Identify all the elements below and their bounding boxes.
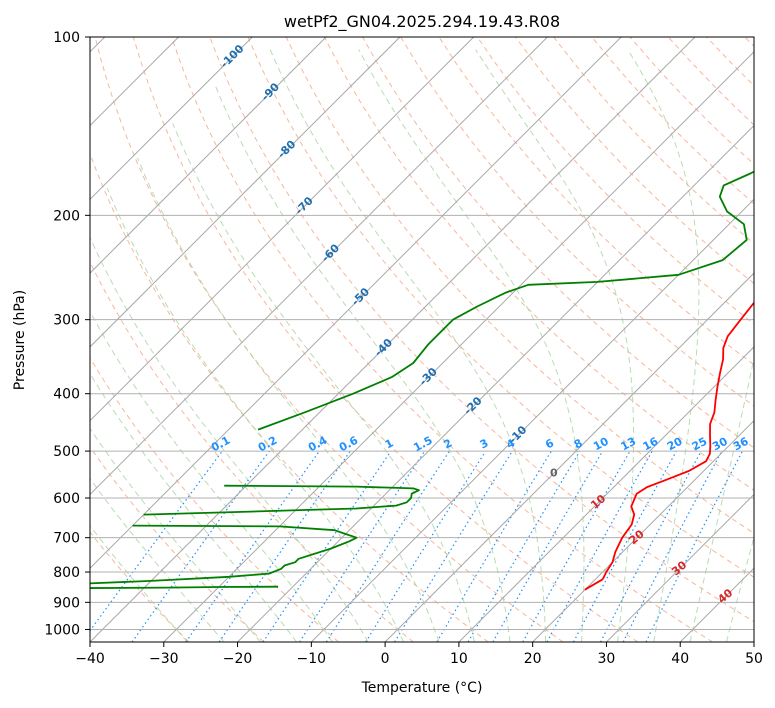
mixing-ratio-label: 13	[619, 435, 639, 454]
plot-background	[90, 37, 754, 642]
dry-adiabat-line	[515, 37, 754, 285]
mixing-ratio-line	[262, 450, 392, 642]
moist-adiabat-line	[90, 427, 261, 642]
isotherm-line	[237, 124, 754, 642]
mixing-ratio-line	[218, 450, 351, 642]
y-tick-label: 600	[53, 491, 80, 507]
profile-line	[257, 170, 754, 431]
y-axis-label: Pressure (hPa)	[12, 290, 28, 390]
mixing-ratio-lines	[90, 450, 744, 642]
y-tick-label: 1000	[44, 622, 80, 638]
isotherm-line	[90, 37, 475, 422]
mixing-ratio-line	[131, 450, 270, 642]
isotherm-line	[90, 37, 401, 348]
moist-adiabat-line	[358, 49, 585, 642]
isobar-gridlines	[90, 37, 754, 630]
mixing-ratio-line	[185, 450, 320, 642]
dry-adiabat-line	[132, 37, 639, 642]
profile-line	[584, 578, 604, 591]
moist-adiabat-line	[627, 49, 700, 642]
dry-adiabat-line	[209, 37, 754, 623]
x-tick-label: −20	[223, 651, 253, 667]
dry-adiabat-line	[90, 531, 190, 642]
isotherm-line	[90, 37, 548, 496]
moist-adiabat-line	[90, 236, 369, 642]
mixing-ratio-label: 36	[731, 435, 751, 454]
isotherm-line	[532, 419, 754, 642]
moist-adiabat-line	[689, 356, 754, 642]
y-tick-label: 100	[53, 30, 80, 46]
profile-line	[143, 484, 420, 516]
moist-adiabats	[90, 49, 754, 642]
y-tick-label: 500	[53, 444, 80, 460]
dry-adiabat-line	[247, 37, 754, 578]
isotherms	[90, 37, 754, 642]
x-tick-label: −10	[297, 651, 327, 667]
x-tick-label: 50	[745, 651, 763, 667]
mixing-ratio-line	[572, 450, 677, 642]
isotherm-line	[90, 37, 253, 201]
moist-adiabat-line	[90, 372, 297, 642]
plot-frame	[89, 36, 755, 643]
moist-adiabat-line	[726, 535, 754, 642]
y-tick-label: 800	[53, 565, 80, 581]
isotherm-line	[90, 37, 327, 274]
isotherm-line	[753, 641, 754, 642]
moist-adiabat-line	[106, 188, 405, 642]
mixing-ratio-label: 25	[690, 435, 710, 454]
mixing-ratio-line	[365, 450, 487, 642]
mixing-ratio-line	[467, 450, 581, 642]
mixing-ratio-label: 20	[665, 435, 685, 454]
chart-title: wetPf2_GN04.2025.294.19.43.R08	[284, 12, 560, 32]
isotherm-line	[163, 51, 754, 642]
x-tick-label: 10	[450, 651, 468, 667]
isotherm-line	[606, 493, 754, 642]
profile-series	[90, 170, 754, 591]
x-axis-label: Temperature (°C)	[361, 680, 483, 696]
y-tick-label: 900	[53, 595, 80, 611]
isotherm-line	[384, 272, 754, 642]
x-tick-label: −30	[149, 651, 179, 667]
moist-adiabat-line	[214, 83, 511, 642]
x-tick-label: 20	[524, 651, 542, 667]
profile-line	[90, 585, 279, 589]
y-tick-label: 300	[53, 313, 80, 329]
isotherm-line	[458, 346, 754, 642]
x-tick-label: 0	[381, 651, 390, 667]
moist-adiabat-line	[269, 49, 547, 642]
x-tick-label: 40	[671, 651, 689, 667]
moist-adiabat-label: 0	[550, 466, 558, 479]
y-axis-ticks: 100 200 300 400 500 600 700 800 900 1000	[44, 30, 90, 638]
mixing-ratio-label: 30	[710, 435, 730, 454]
moist-adiabat-line	[475, 49, 635, 642]
profile-line	[601, 301, 754, 580]
isotherm-line	[310, 198, 754, 642]
y-tick-label: 700	[53, 531, 80, 547]
mixing-ratio-label: 10	[591, 435, 611, 454]
moist-adiabat-line	[90, 524, 188, 642]
x-axis-ticks: −40 −30 −20 −10 0 10 20 30 40 50	[75, 642, 763, 667]
dry-adiabat-line	[476, 37, 754, 325]
mixing-ratio-line	[299, 450, 426, 642]
isotherm-line	[90, 37, 622, 569]
isotherm-line	[90, 37, 696, 642]
mixing-ratio-line	[436, 450, 552, 642]
moist-adiabat-line	[172, 123, 475, 642]
y-tick-label: 200	[53, 208, 80, 224]
moist-adiabat-line	[90, 477, 225, 642]
dry-adiabat-line	[362, 37, 754, 449]
x-tick-label: 30	[598, 651, 616, 667]
profile-line	[90, 524, 358, 585]
dry-adiabat-line	[171, 37, 713, 642]
mixing-ratio-line	[325, 450, 450, 642]
x-tick-label: −40	[75, 651, 105, 667]
mixing-ratio-label: 16	[641, 435, 661, 454]
y-tick-label: 400	[53, 387, 80, 403]
